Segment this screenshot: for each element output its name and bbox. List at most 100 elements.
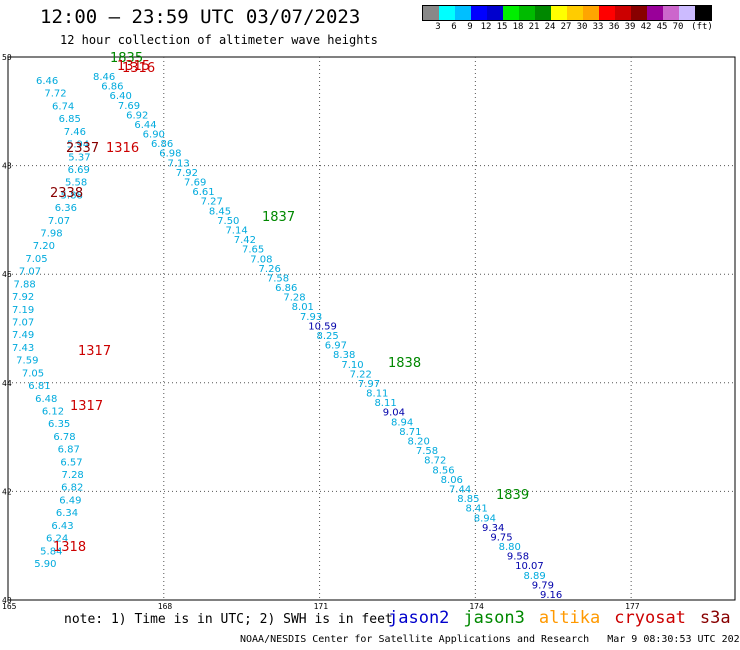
- track-value: 7.42: [234, 235, 256, 246]
- track-value-west: 7.46: [64, 127, 86, 138]
- track-value: 7.65: [242, 245, 264, 256]
- color-scale-label: 3: [435, 22, 441, 32]
- pass-time-label: 1317: [78, 344, 111, 359]
- track-value: 8.06: [441, 475, 463, 486]
- lon-label: 177: [625, 602, 640, 611]
- lat-lon-grid: [7, 56, 736, 601]
- track-value: 9.04: [383, 408, 405, 419]
- color-swatch: [455, 6, 471, 20]
- track-value-west: 5.88: [61, 190, 83, 201]
- track-value: 10.59: [308, 321, 337, 332]
- lon-label: 168: [158, 602, 173, 611]
- track-value: 8.25: [317, 331, 339, 342]
- color-swatch: [647, 6, 663, 20]
- track-value: 7.50: [217, 216, 239, 227]
- track-value-west: 5.37: [68, 152, 90, 163]
- lon-label: 174: [469, 602, 484, 611]
- track-value: 6.61: [192, 187, 214, 198]
- color-swatch: [695, 6, 711, 20]
- track-value: 7.08: [250, 254, 272, 265]
- track-value-west: 6.78: [53, 432, 75, 443]
- track-value: 6.90: [143, 130, 165, 141]
- track-value-west: 6.43: [51, 521, 73, 532]
- lon-label: 165: [2, 602, 17, 611]
- track-value: 7.26: [259, 264, 281, 275]
- track-value-west: 7.07: [48, 216, 70, 227]
- track-value-west: 7.72: [44, 89, 66, 100]
- color-swatch: [423, 6, 439, 20]
- track-value-west: 6.82: [61, 483, 83, 494]
- color-scale-label: 9: [467, 22, 473, 32]
- track-value: 7.13: [168, 158, 190, 169]
- track-value-west: 6.81: [28, 381, 50, 392]
- track-value-west: 6.35: [48, 419, 70, 430]
- page-title: 12:00 – 23:59 UTC 03/07/2023: [40, 6, 361, 28]
- track-value-west: 6.36: [55, 203, 77, 214]
- page-subtitle: 12 hour collection of altimeter wave hei…: [60, 33, 378, 47]
- track-value: 8.46: [93, 72, 115, 83]
- track-value-west: 7.05: [22, 368, 44, 379]
- color-swatch: [583, 6, 599, 20]
- color-scale-label: (ft): [691, 22, 713, 32]
- track-value: 7.22: [350, 369, 372, 380]
- color-scale-labels: 3 6 9 12 15 18 21 24 27 30 33 36 39 42 45 70 (ft): [422, 22, 740, 34]
- track-value-west: 6.34: [56, 508, 78, 519]
- track-value-west: 7.28: [62, 470, 84, 481]
- color-swatch: [551, 6, 567, 20]
- pass-time-label: 1318: [53, 540, 86, 555]
- satellite-legend: jason2 jason3 altika cryosat s3a: [388, 608, 740, 628]
- track-value: 7.58: [416, 446, 438, 457]
- track-value: 9.58: [507, 552, 529, 563]
- longitude-labels: 165 168 171 174 177: [2, 602, 640, 611]
- track-value-west: 7.20: [33, 241, 55, 252]
- track-value: 8.80: [499, 542, 521, 553]
- track-value-west: 6.49: [59, 495, 81, 506]
- track-value: 7.28: [283, 293, 305, 304]
- legend-altika: altika: [538, 608, 601, 628]
- track-value: 10.07: [515, 561, 544, 572]
- color-swatch: [519, 6, 535, 20]
- track-value: 6.86: [275, 283, 297, 294]
- track-value-west: 7.07: [12, 318, 34, 329]
- track-value: 7.97: [358, 379, 380, 390]
- color-scale-label: 24: [544, 22, 556, 32]
- color-scale-label: 21: [528, 22, 540, 32]
- track-value: 7.93: [300, 312, 322, 323]
- track-value: 9.75: [490, 532, 512, 543]
- units-note: note: 1) Time is in UTC; 2) SWH is in fe…: [64, 612, 393, 627]
- track-value: 8.56: [432, 465, 454, 476]
- track-value-west: 7.05: [25, 254, 47, 265]
- lon-label: 171: [314, 602, 329, 611]
- lat-label: 46: [2, 270, 12, 279]
- track-value: 7.10: [341, 360, 363, 371]
- color-scale-label: 42: [640, 22, 652, 32]
- track-value: 8.71: [399, 427, 421, 438]
- legend-jason3: jason3: [463, 608, 525, 628]
- lat-label: 50: [2, 53, 12, 62]
- pass-time-label: 1839: [496, 488, 529, 503]
- color-scale-bar: [422, 5, 712, 21]
- color-scale-label: 12: [480, 22, 492, 32]
- pass-time-label: 1837: [262, 210, 295, 225]
- color-scale-label: 27: [560, 22, 572, 32]
- track-value-west: 7.92: [12, 292, 34, 303]
- track-value-west: 6.85: [59, 114, 81, 125]
- track-value-west: 6.46: [36, 76, 58, 87]
- track-value: 9.34: [482, 523, 504, 534]
- track-value: 8.89: [523, 571, 545, 582]
- color-swatch: [679, 6, 695, 20]
- track-value: 8.11: [374, 398, 396, 409]
- track-value-west: 5.94: [67, 140, 89, 151]
- track-value-west: 5.90: [34, 559, 56, 570]
- track-value-west: 6.87: [58, 445, 80, 456]
- pass-time-label: 1316: [106, 141, 139, 156]
- lat-label: 48: [2, 162, 12, 171]
- legend-jason2: jason2: [388, 608, 450, 628]
- credit-text: NOAA/NESDIS Center for Satellite Applica…: [240, 634, 590, 645]
- track-value: 7.69: [184, 178, 206, 189]
- track-value: 6.40: [110, 91, 132, 102]
- track-value: 6.86: [101, 82, 123, 93]
- color-swatch: [615, 6, 631, 20]
- track-value-west: 6.12: [42, 406, 64, 417]
- track-value: 7.69: [118, 101, 140, 112]
